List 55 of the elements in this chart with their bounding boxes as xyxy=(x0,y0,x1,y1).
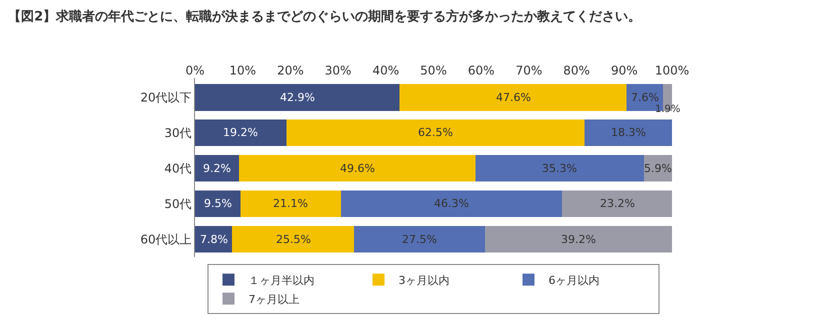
data-label: 47.6% xyxy=(496,91,531,104)
data-label: 7.8% xyxy=(200,233,228,246)
x-tick-label: 80% xyxy=(563,64,590,78)
data-label: 42.9% xyxy=(280,91,315,104)
x-tick-label: 70% xyxy=(516,64,542,78)
data-label: 5.9% xyxy=(644,162,672,175)
x-tick-label: 20% xyxy=(277,64,304,78)
x-tick-label: 40% xyxy=(372,64,400,78)
data-label: 25.5% xyxy=(276,233,311,246)
x-tick-label: 90% xyxy=(610,64,638,78)
data-label: 35.3% xyxy=(542,162,577,175)
bar xyxy=(195,190,240,218)
x-tick-label: 30% xyxy=(324,64,352,78)
bar xyxy=(232,226,354,253)
legend-label: １ヶ月半以内 xyxy=(248,274,314,287)
chart-title: 【図2】求職者の年代ごとに、転職が決まるまでどのぐらいの期間を要する方が多かったか教えてください。 xyxy=(8,8,642,25)
bar xyxy=(340,190,562,218)
data-label: 9.2% xyxy=(203,162,231,175)
y-tick-label: 50代 xyxy=(164,197,192,212)
bar xyxy=(354,226,486,253)
x-tick-label: 0% xyxy=(185,64,205,78)
x-tick-label: 50% xyxy=(420,64,447,78)
data-label: 49.6% xyxy=(340,162,375,175)
y-tick-label: 30代 xyxy=(164,126,192,140)
data-label: 19.2% xyxy=(223,126,258,139)
data-label: 62.5% xyxy=(418,126,453,139)
legend-label: 7ヶ月以上 xyxy=(248,292,300,306)
data-label: 23.2% xyxy=(600,197,635,210)
legend-label: 3ヶ月以内 xyxy=(398,274,450,287)
bar xyxy=(195,84,400,111)
legend-label: 6ヶ月以内 xyxy=(548,274,600,287)
data-label: 7.6% xyxy=(631,91,659,104)
bar xyxy=(240,190,341,218)
bar xyxy=(485,226,672,253)
y-tick-label: 20代以下 xyxy=(140,90,192,105)
bar xyxy=(286,120,585,146)
data-label: 39.2% xyxy=(561,233,596,246)
x-tick-label: 100% xyxy=(654,64,690,78)
data-label: 18.3% xyxy=(611,126,646,139)
bar xyxy=(475,155,644,182)
bar xyxy=(562,190,672,218)
bar xyxy=(195,120,287,146)
data-label: 9.5% xyxy=(204,197,232,210)
bar xyxy=(238,155,476,182)
data-label: 46.3% xyxy=(434,197,469,210)
data-label: 1.9% xyxy=(655,104,680,115)
bar xyxy=(584,120,672,146)
y-tick-label: 40代 xyxy=(164,162,192,176)
x-tick-label: 60% xyxy=(468,64,495,78)
bar xyxy=(195,155,239,182)
data-label: 27.5% xyxy=(402,233,437,246)
x-tick-label: 10% xyxy=(229,64,256,78)
bar xyxy=(400,84,627,111)
y-tick-label: 60代以上 xyxy=(140,232,192,246)
data-label: 21.1% xyxy=(273,197,308,210)
